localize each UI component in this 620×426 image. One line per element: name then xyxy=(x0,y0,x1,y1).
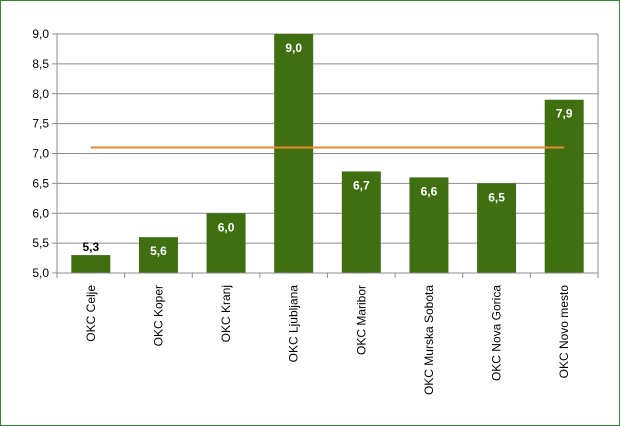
category-label: OKC Nova Gorica xyxy=(490,285,504,381)
y-tick-label: 8,0 xyxy=(32,87,49,101)
bar xyxy=(71,255,111,273)
y-tick-label: 7,0 xyxy=(32,147,49,161)
category-label: OKC Kranj xyxy=(219,285,233,342)
axes xyxy=(52,33,599,278)
y-tick-label: 6,5 xyxy=(32,176,49,190)
y-tick-label: 9,0 xyxy=(32,27,49,41)
bar xyxy=(477,183,517,273)
data-label: 7,9 xyxy=(556,107,573,121)
data-label: 6,6 xyxy=(421,184,438,198)
category-label: OKC Koper xyxy=(151,285,165,346)
category-label: OKC Celje xyxy=(84,285,98,342)
bar xyxy=(544,99,584,273)
bar xyxy=(138,237,178,273)
bars xyxy=(71,34,584,273)
category-label: OKC Murska Sobota xyxy=(422,285,436,395)
y-tick-label: 5,0 xyxy=(32,266,49,280)
bar xyxy=(409,177,449,273)
category-label: OKC Maribor xyxy=(354,285,368,355)
y-tick-label: 5,5 xyxy=(32,236,49,250)
y-tick-label: 6,0 xyxy=(32,206,49,220)
data-label: 6,0 xyxy=(218,220,235,234)
gridlines xyxy=(57,33,598,244)
bar xyxy=(341,171,381,273)
category-label: OKC Novo mesto xyxy=(557,285,571,379)
data-label: 9,0 xyxy=(285,41,302,55)
bar xyxy=(206,213,246,273)
category-label: OKC Ljubljana xyxy=(287,285,301,363)
data-label: 6,7 xyxy=(353,178,370,192)
data-label: 6,5 xyxy=(488,190,505,204)
y-tick-label: 8,5 xyxy=(32,57,49,71)
y-tick-labels: 5,0 5,5 6,0 6,5 7,0 7,5 8,0 8,5 9,0 xyxy=(32,27,49,280)
data-label: 5,6 xyxy=(150,244,167,258)
x-tick-labels: OKC Celje OKC Koper OKC Kranj OKC Ljubljana… xyxy=(84,285,571,395)
data-labels: 5,3 5,6 6,0 9,0 6,7 6,6 6,5 7,9 xyxy=(82,41,572,258)
data-label: 5,3 xyxy=(82,240,99,254)
y-tick-label: 7,5 xyxy=(32,117,49,131)
bar xyxy=(274,34,314,273)
